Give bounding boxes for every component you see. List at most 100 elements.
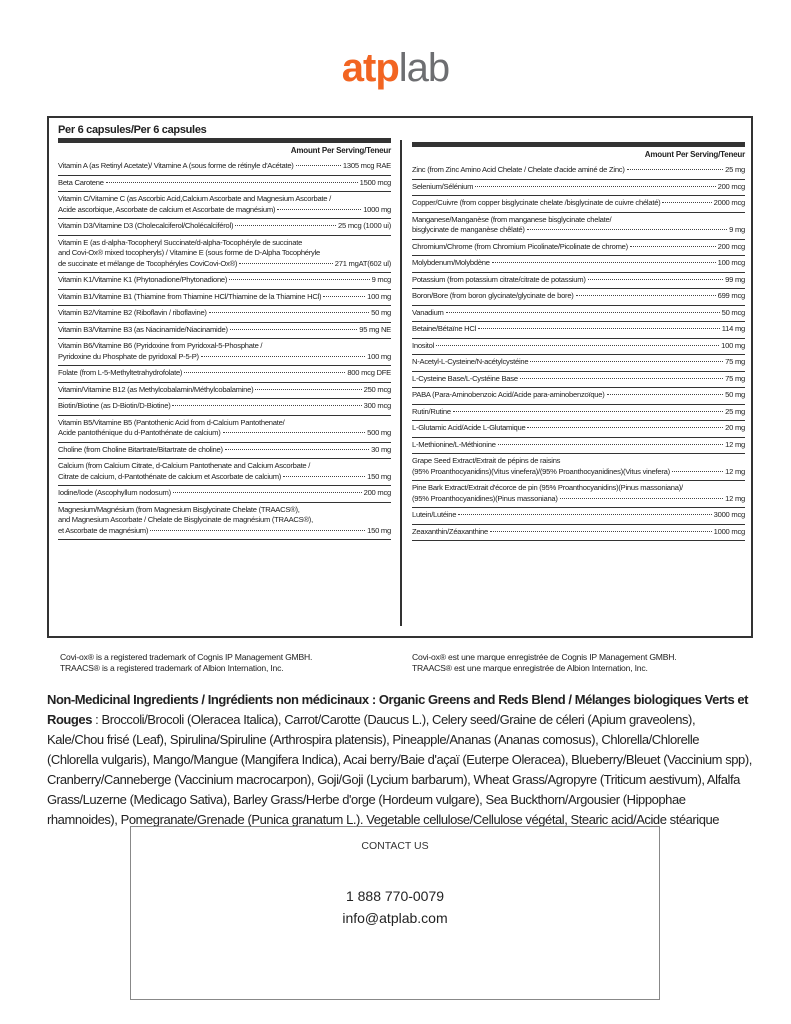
nutrient-text: Vitamin K1/Vitamine K1 (Phytonadione/Phy… (58, 275, 228, 284)
contact-label: CONTACT US (361, 840, 429, 852)
dot-leader (497, 443, 724, 445)
dot-leader (445, 311, 720, 313)
nutrient-line: Beta Carotene 1500 mcg (58, 178, 391, 189)
nutrient-row: Lutein/Lutéine 3000 mcg (412, 508, 745, 525)
nutrient-text: Folate (from L-5-Methyltetrahydrofolate) (58, 368, 183, 377)
nutrient-text: Vanadium (412, 307, 444, 317)
ingredients-heading: Non-Medicinal Ingredients / Ingrédients … (47, 692, 749, 727)
nutrient-amount: 25 mg (725, 406, 745, 416)
nutrient-line: Vitamin K1/Vitamine K1 (Phytonadione/Phy… (58, 275, 391, 286)
nutrient-row: Biotin/Biotine (as D-Biotin/D-Biotine) 30… (58, 399, 391, 416)
nutrient-text: et Ascorbate de magnésium) (58, 525, 149, 535)
nutrient-line: Iodine/Iode (Ascophyllum nodosum) 200 mcg (58, 488, 391, 499)
nutrient-row: L-Glutamic Acid/Acide L-Glutamique 20 mg (412, 421, 745, 438)
nutrient-text: Magnesium/Magnésium (from Magnesium Bisg… (58, 504, 300, 514)
nutrient-text: Betaine/Bétaïne HCl (412, 324, 477, 333)
nutrient-row: Vitamin B3/Vitamine B3 (as Niacinamide/N… (58, 323, 391, 339)
nutrient-amount: 50 mg (725, 390, 745, 399)
nutrient-row: Selenium/Sélénium 200 mcg (412, 180, 746, 196)
nutrient-line: N-Acetyl-L-Cysteine/N-acétylcystéine 75 m… (412, 357, 745, 368)
dot-leader (587, 278, 724, 280)
dot-leader (629, 245, 716, 247)
nutrient-line: et Ascorbate de magnésium) 150 mg (58, 526, 391, 537)
nutrient-text: Vitamin B6/Vitamine B6 (Pyridoxine from … (58, 341, 263, 350)
dot-leader (671, 470, 724, 472)
nutrient-text: Boron/Bore (from boron glycinate/glycina… (412, 291, 574, 300)
nutrient-row: Pine Bark Extract/Extrait d'écorce de pi… (412, 481, 745, 508)
nutrient-amount: 100 mg (367, 291, 391, 301)
dot-leader (575, 295, 716, 296)
nutrient-text: de succinate et mélange de Tocophéryles … (58, 258, 238, 268)
nutrient-amount: 50 mg (371, 308, 391, 317)
nutrient-amount: 99 mg (725, 274, 745, 284)
dot-leader (208, 312, 370, 313)
nutrient-line: de succinate et mélange de Tocophéryles … (58, 259, 391, 270)
dot-leader (239, 262, 333, 264)
nutrient-amount: 100 mg (721, 340, 745, 350)
nutrient-row: Vitamin B6/Vitamine B6 (Pyridoxine from … (58, 339, 391, 366)
nutrient-amount: 1000 mcg (713, 526, 746, 536)
nutrient-amount: 271 mgAT(602 ul) (334, 258, 391, 268)
nutrient-row: PABA (Para-Aminobenzoic Acid/Acide para-… (412, 388, 745, 405)
right-column: Amount Per Serving/Teneur Zinc (from Zin… (412, 138, 745, 541)
nutrient-row: Inositol 100 mg (412, 339, 745, 355)
nutrient-text: L-Glutamic Acid/Acide L-Glutamique (412, 423, 526, 432)
nutrient-line: Acide pantothénique du d-Pantothénate de… (58, 428, 391, 439)
nutrient-amount: 150 mg (367, 471, 391, 481)
nutrient-text: Citrate de calcium, d-Pantothénate de ca… (58, 471, 282, 481)
supplement-facts-panel: Per 6 capsules/Per 6 capsules Amount Per… (47, 116, 753, 638)
nutrient-text: Vitamin A (as Retinyl Acetate)/ Vitamine… (58, 161, 294, 170)
nutrient-line: Zinc (from Zinc Amino Acid Chelate / Che… (412, 165, 745, 176)
dot-leader (255, 388, 362, 390)
dot-leader (224, 448, 370, 450)
nutrient-row: N-Acetyl-L-Cysteine/N-acétylcystéine 75 m… (412, 355, 745, 372)
nutrient-text: Vitamin B1/Vitamine B1 (Thiamine from Th… (58, 291, 322, 301)
header-bar (412, 142, 745, 147)
nutrient-row: Grape Seed Extract/Extrait de pépins de … (412, 454, 745, 481)
nutrient-row: Vitamin K1/Vitamine K1 (Phytonadione/Phy… (58, 273, 391, 290)
nutrient-line: bisglycinate de manganèse chêlaté) 9 mg (412, 225, 745, 236)
nutrient-line: Biotin/Biotine (as D-Biotin/D-Biotine) 30… (58, 401, 391, 412)
nutrient-amount: 25 mcg (1000 ui) (338, 221, 391, 230)
nutrient-line: Zeaxanthin/Zéaxanthine 1000 mcg (412, 527, 745, 538)
nutrient-text: and Magnesium Ascorbate / Chelate de Bis… (58, 515, 313, 524)
ingredients-list: : Broccoli/Brocoli (Oleracea Italica), C… (47, 712, 752, 827)
nutrient-text: Manganese/Manganèse (from manganese bisg… (412, 214, 612, 224)
nutrient-line: Molybdenum/Molybdène 100 mcg (412, 258, 745, 269)
dot-leader (475, 185, 716, 187)
nutrient-amount: 100 mcg (717, 258, 746, 267)
nutrient-line: PABA (Para-Aminobenzoic Acid/Acide para-… (412, 390, 745, 401)
nutrient-text: L-Methionine/L-Méthionine (412, 439, 496, 449)
contact-email: info@atplab.com (342, 910, 448, 926)
nutrient-amount: 75 mg (725, 357, 745, 366)
nutrient-line: L-Cysteine Base/L-Cystéine Base 75 mg (412, 374, 745, 385)
trademark-note: Covi-ox® is a registered trademark of Co… (60, 652, 312, 674)
nutrient-amount: 20 mg (725, 423, 745, 432)
dot-leader (489, 530, 712, 532)
nutrient-line: Vitamin A (as Retinyl Acetate)/ Vitamine… (58, 161, 391, 172)
nutrient-amount: 114 mg (721, 324, 746, 333)
nutrient-line: Rutin/Rutine 25 mg (412, 407, 745, 418)
dot-leader (559, 497, 724, 499)
nutrient-amount: 500 mg (367, 428, 391, 437)
nutrient-row: Vitamin B2/Vitamine B2 (Riboflavin / rib… (58, 306, 391, 323)
nutrient-amount: 3000 mcg (713, 510, 746, 519)
nutrient-amount: 250 mcg (363, 384, 392, 394)
nutrient-amount: 200 mcg (717, 181, 746, 191)
nutrient-row: Vitamin C/Vitamine C (as Ascorbic Acid,C… (58, 192, 391, 219)
nutrient-row: Potassium (from potassium citrate/citrat… (412, 273, 745, 289)
nutrient-amount: 2000 mcg (713, 198, 746, 207)
trademark-line: TRAACS® est une marque enregistrée de Al… (412, 663, 648, 673)
nutrient-row: Calcium (from Calcium Citrate, d-Calcium… (58, 459, 391, 486)
dot-leader (172, 492, 362, 493)
nutrient-amount: 30 mg (371, 444, 391, 454)
nutrient-text: Lutein/Lutéine (412, 510, 457, 519)
nutrient-row: Molybdenum/Molybdène 100 mcg (412, 256, 745, 273)
dot-leader (491, 262, 716, 263)
nutrient-text: PABA (Para-Aminobenzoic Acid/Acide para-… (412, 390, 605, 399)
nutrient-row: Beta Carotene 1500 mcg (58, 176, 391, 192)
nutrient-line: Copper/Cuivre (from copper bisglycinate … (412, 198, 745, 209)
nutrient-row: Choline (from Choline Bitartrate/Bitartr… (58, 443, 391, 459)
dot-leader (436, 344, 720, 346)
